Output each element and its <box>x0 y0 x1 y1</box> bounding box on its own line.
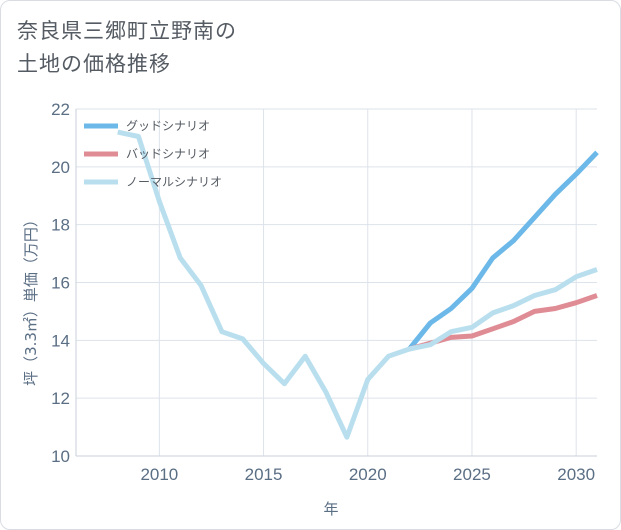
series-lines <box>117 129 599 440</box>
y-tick-10: 10 <box>51 447 70 466</box>
y-tick-labels: 10 12 14 16 18 20 22 <box>51 100 70 466</box>
x-tick-2030: 2030 <box>557 465 595 484</box>
y-tick-12: 12 <box>51 389 70 408</box>
series-line-2 <box>117 129 598 440</box>
x-tick-2015: 2015 <box>245 465 283 484</box>
y-tick-16: 16 <box>51 274 70 293</box>
legend-label-1: バッドシナリオ <box>126 147 210 161</box>
title-line-2: 土地の価格推移 <box>17 52 171 76</box>
y-tick-14: 14 <box>51 331 70 350</box>
x-tick-2020: 2020 <box>349 465 387 484</box>
y-tick-22: 22 <box>51 100 70 119</box>
x-tick-2025: 2025 <box>453 465 491 484</box>
x-tick-2010: 2010 <box>140 465 178 484</box>
series-line-0 <box>407 150 599 351</box>
y-tick-20: 20 <box>51 158 70 177</box>
title-line-1: 奈良県三郷町立野南の <box>17 19 237 43</box>
y-tick-18: 18 <box>51 216 70 235</box>
x-tick-labels: 2010 2015 2020 2025 2030 <box>140 465 595 484</box>
grid-lines <box>75 108 597 457</box>
legend-label-2: ノーマルシナリオ <box>126 175 222 189</box>
y-axis-label: 坪（3.3㎡）単価（万円） <box>22 212 40 386</box>
x-axis-label: 年 <box>323 500 338 518</box>
legend-label-0: グッドシナリオ <box>126 119 210 133</box>
chart-title: 奈良県三郷町立野南の 土地の価格推移 <box>17 15 417 81</box>
